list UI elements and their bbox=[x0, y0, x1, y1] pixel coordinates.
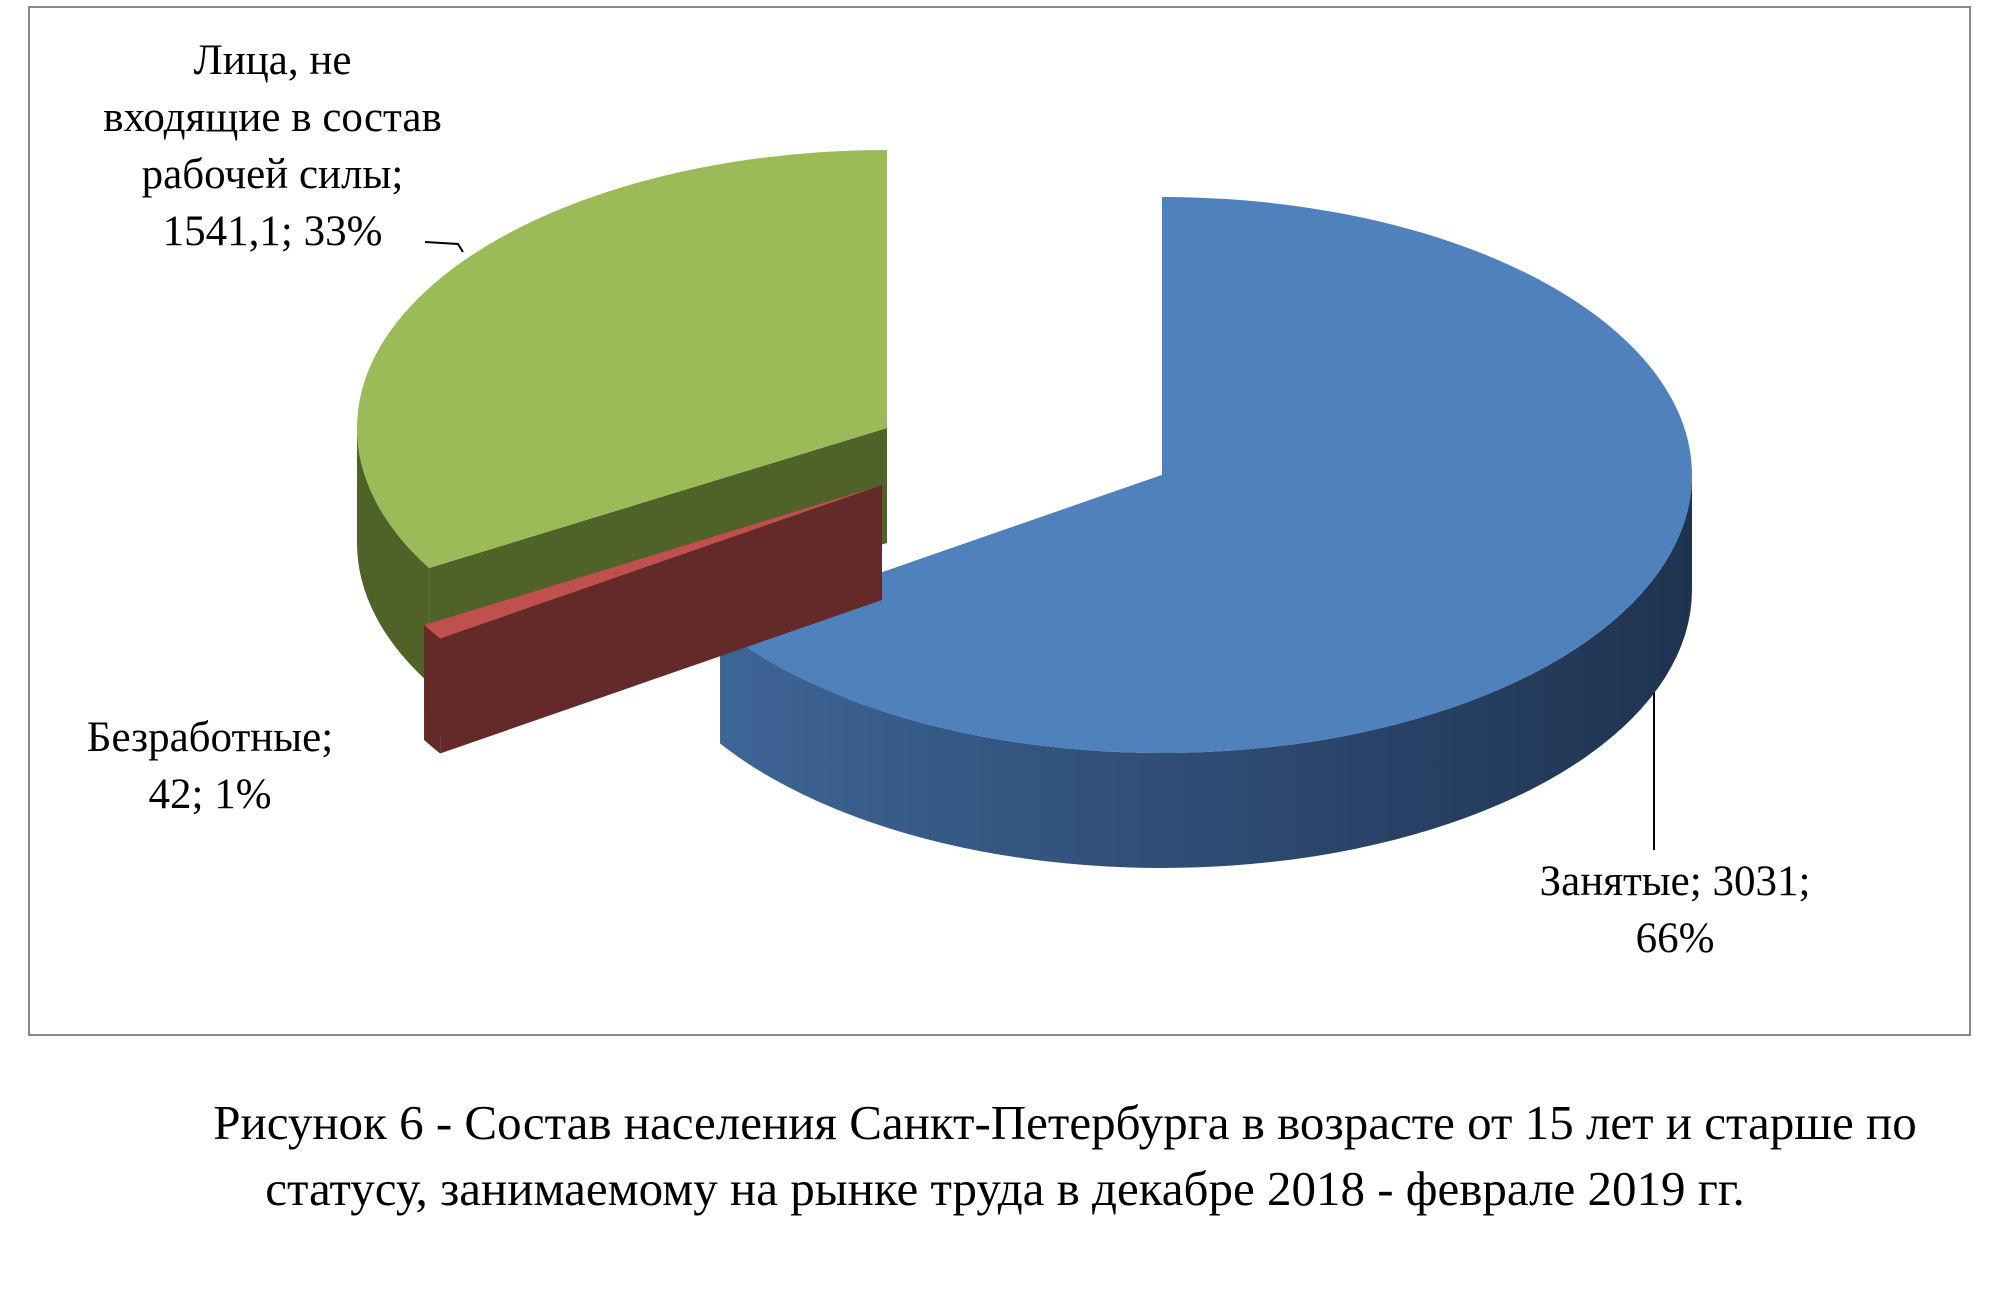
label-percent: 1% bbox=[214, 771, 272, 818]
slice-side bbox=[357, 428, 430, 684]
slice-side bbox=[424, 625, 441, 754]
data-label: Безработные; 42; 1% bbox=[60, 709, 360, 823]
caption: Рисунок 6 - Состав населения Санкт-Петер… bbox=[213, 1095, 1917, 1216]
data-label: Занятые; 3031; 66% bbox=[1500, 853, 1850, 967]
label-percent: 66% bbox=[1635, 915, 1715, 962]
label-sep: ; bbox=[191, 771, 215, 818]
label-value: 3031 bbox=[1712, 858, 1799, 905]
label-value: 42 bbox=[148, 771, 192, 818]
label-name: Безработные bbox=[86, 714, 322, 761]
label-name: Лица, не входящие в состав рабочей силы bbox=[103, 37, 442, 198]
slice bbox=[720, 197, 1692, 754]
slice-side bbox=[424, 485, 882, 741]
leader-line bbox=[424, 241, 464, 253]
label-sep: ; bbox=[391, 151, 404, 198]
slice bbox=[424, 485, 882, 639]
slice bbox=[357, 150, 887, 569]
label-sep: ; bbox=[1798, 858, 1811, 905]
label-percent: 33% bbox=[303, 208, 383, 255]
label-sep: ; bbox=[280, 208, 304, 255]
slice-side bbox=[720, 475, 1692, 869]
chart bbox=[357, 150, 1692, 869]
chart-frame bbox=[28, 6, 1971, 1036]
label-sep: ; bbox=[1689, 858, 1713, 905]
label-name: Занятые bbox=[1539, 858, 1690, 905]
label-value: 1541,1 bbox=[162, 208, 281, 255]
data-label: Лица, не входящие в состав рабочей силы;… bbox=[100, 32, 445, 260]
label-sep: ; bbox=[321, 714, 334, 761]
